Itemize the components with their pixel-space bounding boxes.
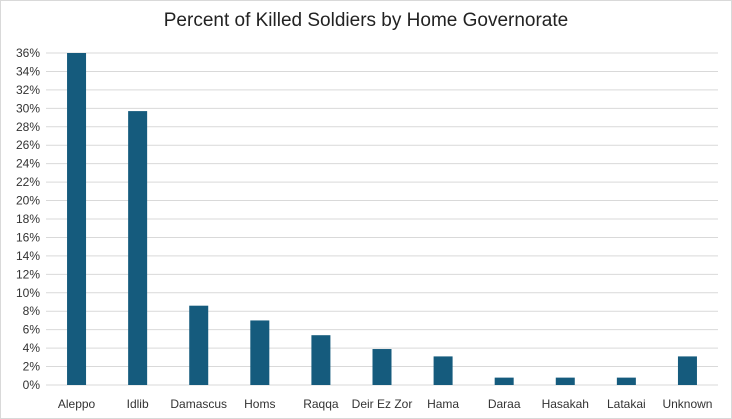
y-tick-label: 4% xyxy=(23,341,41,355)
y-tick-label: 2% xyxy=(23,360,41,374)
bar-hasakah xyxy=(555,377,575,385)
y-tick-label: 26% xyxy=(16,138,40,152)
bar-damascus xyxy=(189,305,209,385)
y-tick-label: 8% xyxy=(23,304,41,318)
x-axis-tick-labels: Aleppo Idlib Damascus Homs Raqqa Deir Ez Zor H… xyxy=(58,397,713,411)
y-tick-label: 12% xyxy=(16,267,40,281)
x-tick-label: Hasakah xyxy=(542,397,589,411)
y-tick-label: 14% xyxy=(16,249,40,263)
bar-unknown xyxy=(677,356,697,385)
gridlines xyxy=(46,52,718,386)
y-tick-label: 20% xyxy=(16,194,40,208)
bar-deir-ez-zor xyxy=(372,349,392,385)
x-tick-label: Homs xyxy=(244,397,275,411)
bar-hama xyxy=(433,356,453,385)
y-tick-label: 36% xyxy=(16,46,40,60)
y-tick-label: 32% xyxy=(16,83,40,97)
bar-homs xyxy=(250,320,270,385)
x-tick-label: Idlib xyxy=(127,397,149,411)
y-axis-tick-labels: 0% 2% 4% 6% 8% 10% 12% 14% 16% 18% 20% 22% 24% 26% 28%… xyxy=(16,46,40,392)
y-tick-label: 22% xyxy=(16,175,40,189)
x-tick-label: Latakai xyxy=(607,397,646,411)
x-tick-label: Raqqa xyxy=(303,397,339,411)
bar-idlib xyxy=(128,111,148,385)
x-tick-label: Hama xyxy=(427,397,459,411)
bar-raqqa xyxy=(311,335,331,385)
y-tick-label: 18% xyxy=(16,212,40,226)
x-tick-label: Deir Ez Zor xyxy=(352,397,413,411)
y-tick-label: 34% xyxy=(16,64,40,78)
y-tick-label: 30% xyxy=(16,101,40,115)
y-tick-label: 10% xyxy=(16,286,40,300)
x-tick-label: Daraa xyxy=(488,397,521,411)
x-tick-label: Damascus xyxy=(170,397,227,411)
x-tick-label: Aleppo xyxy=(58,397,96,411)
bar-daraa xyxy=(494,377,514,385)
y-tick-label: 28% xyxy=(16,120,40,134)
y-tick-label: 24% xyxy=(16,157,40,171)
chart-title: Percent of Killed Soldiers by Home Gover… xyxy=(163,10,569,31)
y-tick-label: 16% xyxy=(16,230,40,244)
bars xyxy=(67,53,697,385)
bar-aleppo xyxy=(67,53,87,385)
bar-latakai xyxy=(616,377,636,385)
y-tick-label: 6% xyxy=(23,323,41,337)
x-tick-label: Unknown xyxy=(662,397,712,411)
y-tick-label: 0% xyxy=(23,378,41,392)
